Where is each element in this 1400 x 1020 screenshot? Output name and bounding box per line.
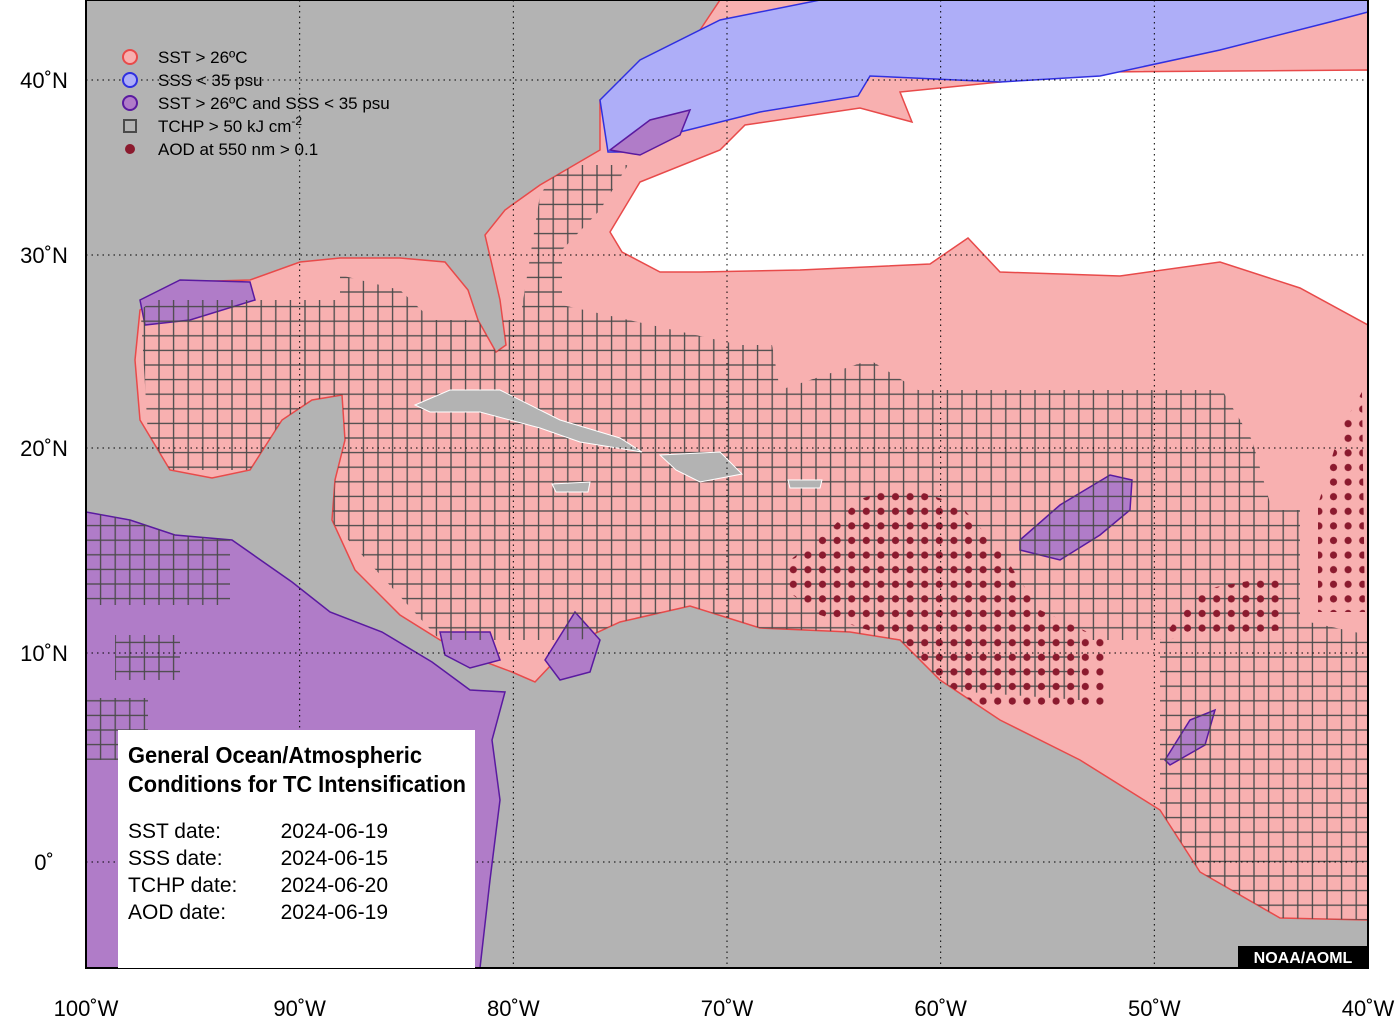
info-title: Conditions for TC Intensification [128,771,466,797]
legend-marker [122,49,138,65]
credit-box [1238,946,1368,968]
info-date: 2024-06-19 [281,820,388,843]
legend-text: AOD at 550 nm > 0.1 [158,140,318,159]
x-tick-label: 70˚W [701,996,754,1020]
info-date-label: TCHP date: [128,874,237,897]
info-date-label: AOD date: [128,901,226,924]
island [658,451,744,483]
aod-region [1160,392,1365,640]
island [787,479,823,489]
cool-water [609,69,1368,326]
graticule [86,0,1368,968]
y-tick-label: 20˚N [20,436,68,461]
island [551,481,591,493]
info-date-label: SSS date: [128,847,223,870]
legend-text: SST > 26ºC and SSS < 35 psu [158,94,390,113]
credit: NOAA/AOML [1254,950,1353,967]
island [413,389,643,453]
legend-marker [122,72,138,88]
y-tick-label: 0˚ [34,850,54,875]
legend-marker [125,144,135,154]
info-box [118,730,475,968]
legend-label: SST > 26ºC [158,48,248,67]
info-date: 2024-06-19 [281,901,388,924]
tchp-region [86,512,230,760]
x-tick-label: 40˚W [1342,996,1395,1020]
legend-text: SST > 26ºC [158,48,248,67]
legend-label: SSS < 35 psu [158,71,262,90]
info-text: General Ocean/Atmospheric Conditions for … [128,742,466,924]
aod-region [786,485,1105,710]
y-tick-label: 30˚N [20,243,68,268]
legend-label: TCHP > 50 kJ cm-2 [158,114,302,136]
y-tick-label: 10˚N [20,641,68,666]
legend-label: AOD at 550 nm > 0.1 [158,140,318,159]
sst-sss-region [608,108,692,156]
x-tick-label: 50˚W [1128,996,1181,1020]
info-date-label: SST date: [128,820,221,843]
plot-frame [85,0,1369,969]
legend-label: SST > 26ºC and SSS < 35 psu [158,94,390,113]
info-title: General Ocean/Atmospheric [128,742,422,768]
y-tick-label: 40˚N [20,68,68,93]
legend-text: TCHP > 50 kJ cm [158,117,291,136]
info-date: 2024-06-15 [281,847,388,870]
info-date: 2024-06-20 [281,874,388,897]
x-tick-label: 80˚W [487,996,540,1020]
axis-labels: 100˚W 90˚W 80˚W 70˚W 60˚W 50˚W 40˚W 40˚N 30˚N 20˚… [20,68,1394,1020]
legend-marker [122,95,138,111]
tchp-layer [86,165,1368,920]
legend-text: SSS < 35 psu [158,71,262,90]
legend-superscript: -2 [291,114,302,128]
x-tick-label: 100˚W [54,996,119,1020]
x-tick-label: 60˚W [914,996,967,1020]
x-tick-label: 90˚W [273,996,326,1020]
tchp-region [140,165,1368,920]
legend-marker [123,119,137,133]
legend: SST > 26ºC SSS < 35 psu SST > 26ºC and SSS… [122,48,390,159]
